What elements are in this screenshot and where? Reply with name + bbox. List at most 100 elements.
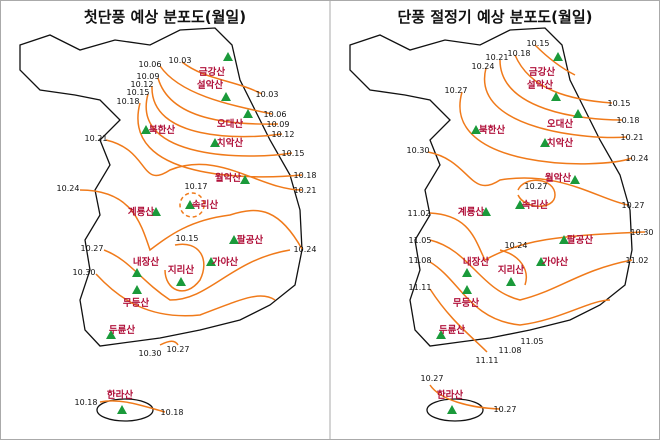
isoline-label: 10.21 (621, 133, 644, 142)
mountain-label: 설악산 (527, 79, 553, 91)
mountain-label: 두륜산 (439, 324, 465, 336)
isoline-label: 10.30 (407, 146, 430, 155)
mountain-marker (573, 109, 583, 118)
mountain-label: 내장산 (133, 256, 159, 268)
isoline-label: 10.27 (622, 201, 645, 210)
mountain-label: 금강산 (199, 66, 225, 78)
mountain-marker (185, 200, 195, 209)
mountain-label: 치악산 (217, 137, 243, 149)
mountain-marker (462, 268, 472, 277)
mountain-label: 북한산 (149, 124, 175, 136)
mountain-label: 팔공산 (567, 234, 593, 246)
isoline-label: 10.27 (494, 405, 517, 414)
isoline-label: 11.11 (409, 283, 432, 292)
isoline-label: 10.18 (294, 171, 317, 180)
isoline-label: 10.18 (617, 116, 640, 125)
mountain-label: 무등산 (453, 297, 479, 309)
mountain-label: 한라산 (107, 389, 133, 401)
isoline-label: 10.17 (185, 182, 208, 191)
isoline-label: 11.02 (626, 256, 649, 265)
mountain-label: 속리산 (192, 199, 218, 211)
mountain-label: 오대산 (547, 118, 573, 130)
isoline-label: 10.15 (176, 234, 199, 243)
isoline-label: 10.18 (161, 408, 184, 417)
isoline-label: 10.12 (272, 130, 295, 139)
isoline-label: 10.27 (445, 86, 468, 95)
mountain-marker (553, 52, 563, 61)
mountain-marker (559, 235, 569, 244)
mountain-marker (515, 200, 525, 209)
mountain-marker (540, 138, 550, 147)
mountain-label: 지리산 (168, 264, 194, 276)
mountain-label: 가야산 (212, 256, 238, 268)
mountain-label: 속리산 (522, 199, 548, 211)
isoline-label: 10.09 (137, 72, 160, 81)
isoline-label: 10.15 (608, 99, 631, 108)
mountain-label: 내장산 (463, 256, 489, 268)
mountain-marker (132, 268, 142, 277)
isoline-label: 10.24 (505, 241, 528, 250)
mountain-label: 북한산 (479, 124, 505, 136)
isoline-label: 10.09 (267, 120, 290, 129)
mountain-marker (206, 257, 216, 266)
mountain-marker (447, 405, 457, 414)
isoline-label: 10.24 (57, 184, 80, 193)
isoline-label: 10.30 (73, 268, 96, 277)
isoline-label: 10.27 (421, 374, 444, 383)
isoline-label: 11.08 (499, 346, 522, 355)
mountain-label: 한라산 (437, 389, 463, 401)
mountain-label: 가야산 (542, 256, 568, 268)
mountain-marker (240, 175, 250, 184)
isoline-label: 10.24 (472, 62, 495, 71)
mountain-marker (221, 92, 231, 101)
isoline-label: 10.18 (117, 97, 140, 106)
isoline-label: 10.06 (264, 110, 287, 119)
isoline-label: 10.30 (139, 349, 162, 358)
mountain-label: 금강산 (529, 66, 555, 78)
mountain-marker (506, 277, 516, 286)
mountain-marker (117, 405, 127, 414)
isoline-label: 10.15 (127, 88, 150, 97)
mountain-marker (141, 125, 151, 134)
mountain-marker (229, 235, 239, 244)
isoline-label: 10.21 (486, 53, 509, 62)
isoline-label: 11.05 (409, 236, 432, 245)
mountain-marker (551, 92, 561, 101)
isoline-label: 10.06 (139, 60, 162, 69)
isoline-label: 10.18 (508, 49, 531, 58)
isoline-label: 11.05 (521, 337, 544, 346)
isoline-label: 10.15 (282, 149, 305, 158)
mountain-marker (471, 125, 481, 134)
isoline-label: 10.24 (626, 154, 649, 163)
mountain-marker (151, 207, 161, 216)
mountain-marker (570, 175, 580, 184)
mountain-label: 오대산 (217, 118, 243, 130)
mountain-marker (210, 138, 220, 147)
isoline-label: 11.02 (408, 209, 431, 218)
contours (79, 44, 646, 413)
mountain-label: 계룡산 (458, 206, 484, 218)
isoline-label: 11.11 (476, 356, 499, 365)
isoline-label: 10.27 (81, 244, 104, 253)
isoline-label: 10.27 (167, 345, 190, 354)
isoline-label: 10.24 (294, 245, 317, 254)
isoline-label: 10.30 (631, 228, 654, 237)
mountain-label: 월악산 (215, 172, 241, 184)
isoline-label: 10.18 (75, 398, 98, 407)
isoline-label: 10.21 (294, 186, 317, 195)
mountain-label: 팔공산 (237, 234, 263, 246)
mountain-label: 월악산 (545, 172, 571, 184)
mountain-marker (106, 330, 116, 339)
mountain-marker (176, 277, 186, 286)
isoline-label: 11.08 (409, 256, 432, 265)
mountain-marker (223, 52, 233, 61)
mountain-label: 지리산 (498, 264, 524, 276)
isoline-label: 10.21 (85, 134, 108, 143)
mountain-marker (132, 285, 142, 294)
isoline-label: 10.03 (169, 56, 192, 65)
mountain-marker (536, 257, 546, 266)
map-title: 첫단풍 예상 분포도(월일) (84, 8, 246, 26)
mountain-label: 계룡산 (128, 206, 154, 218)
mountain-marker (481, 207, 491, 216)
mountain-label: 치악산 (547, 137, 573, 149)
